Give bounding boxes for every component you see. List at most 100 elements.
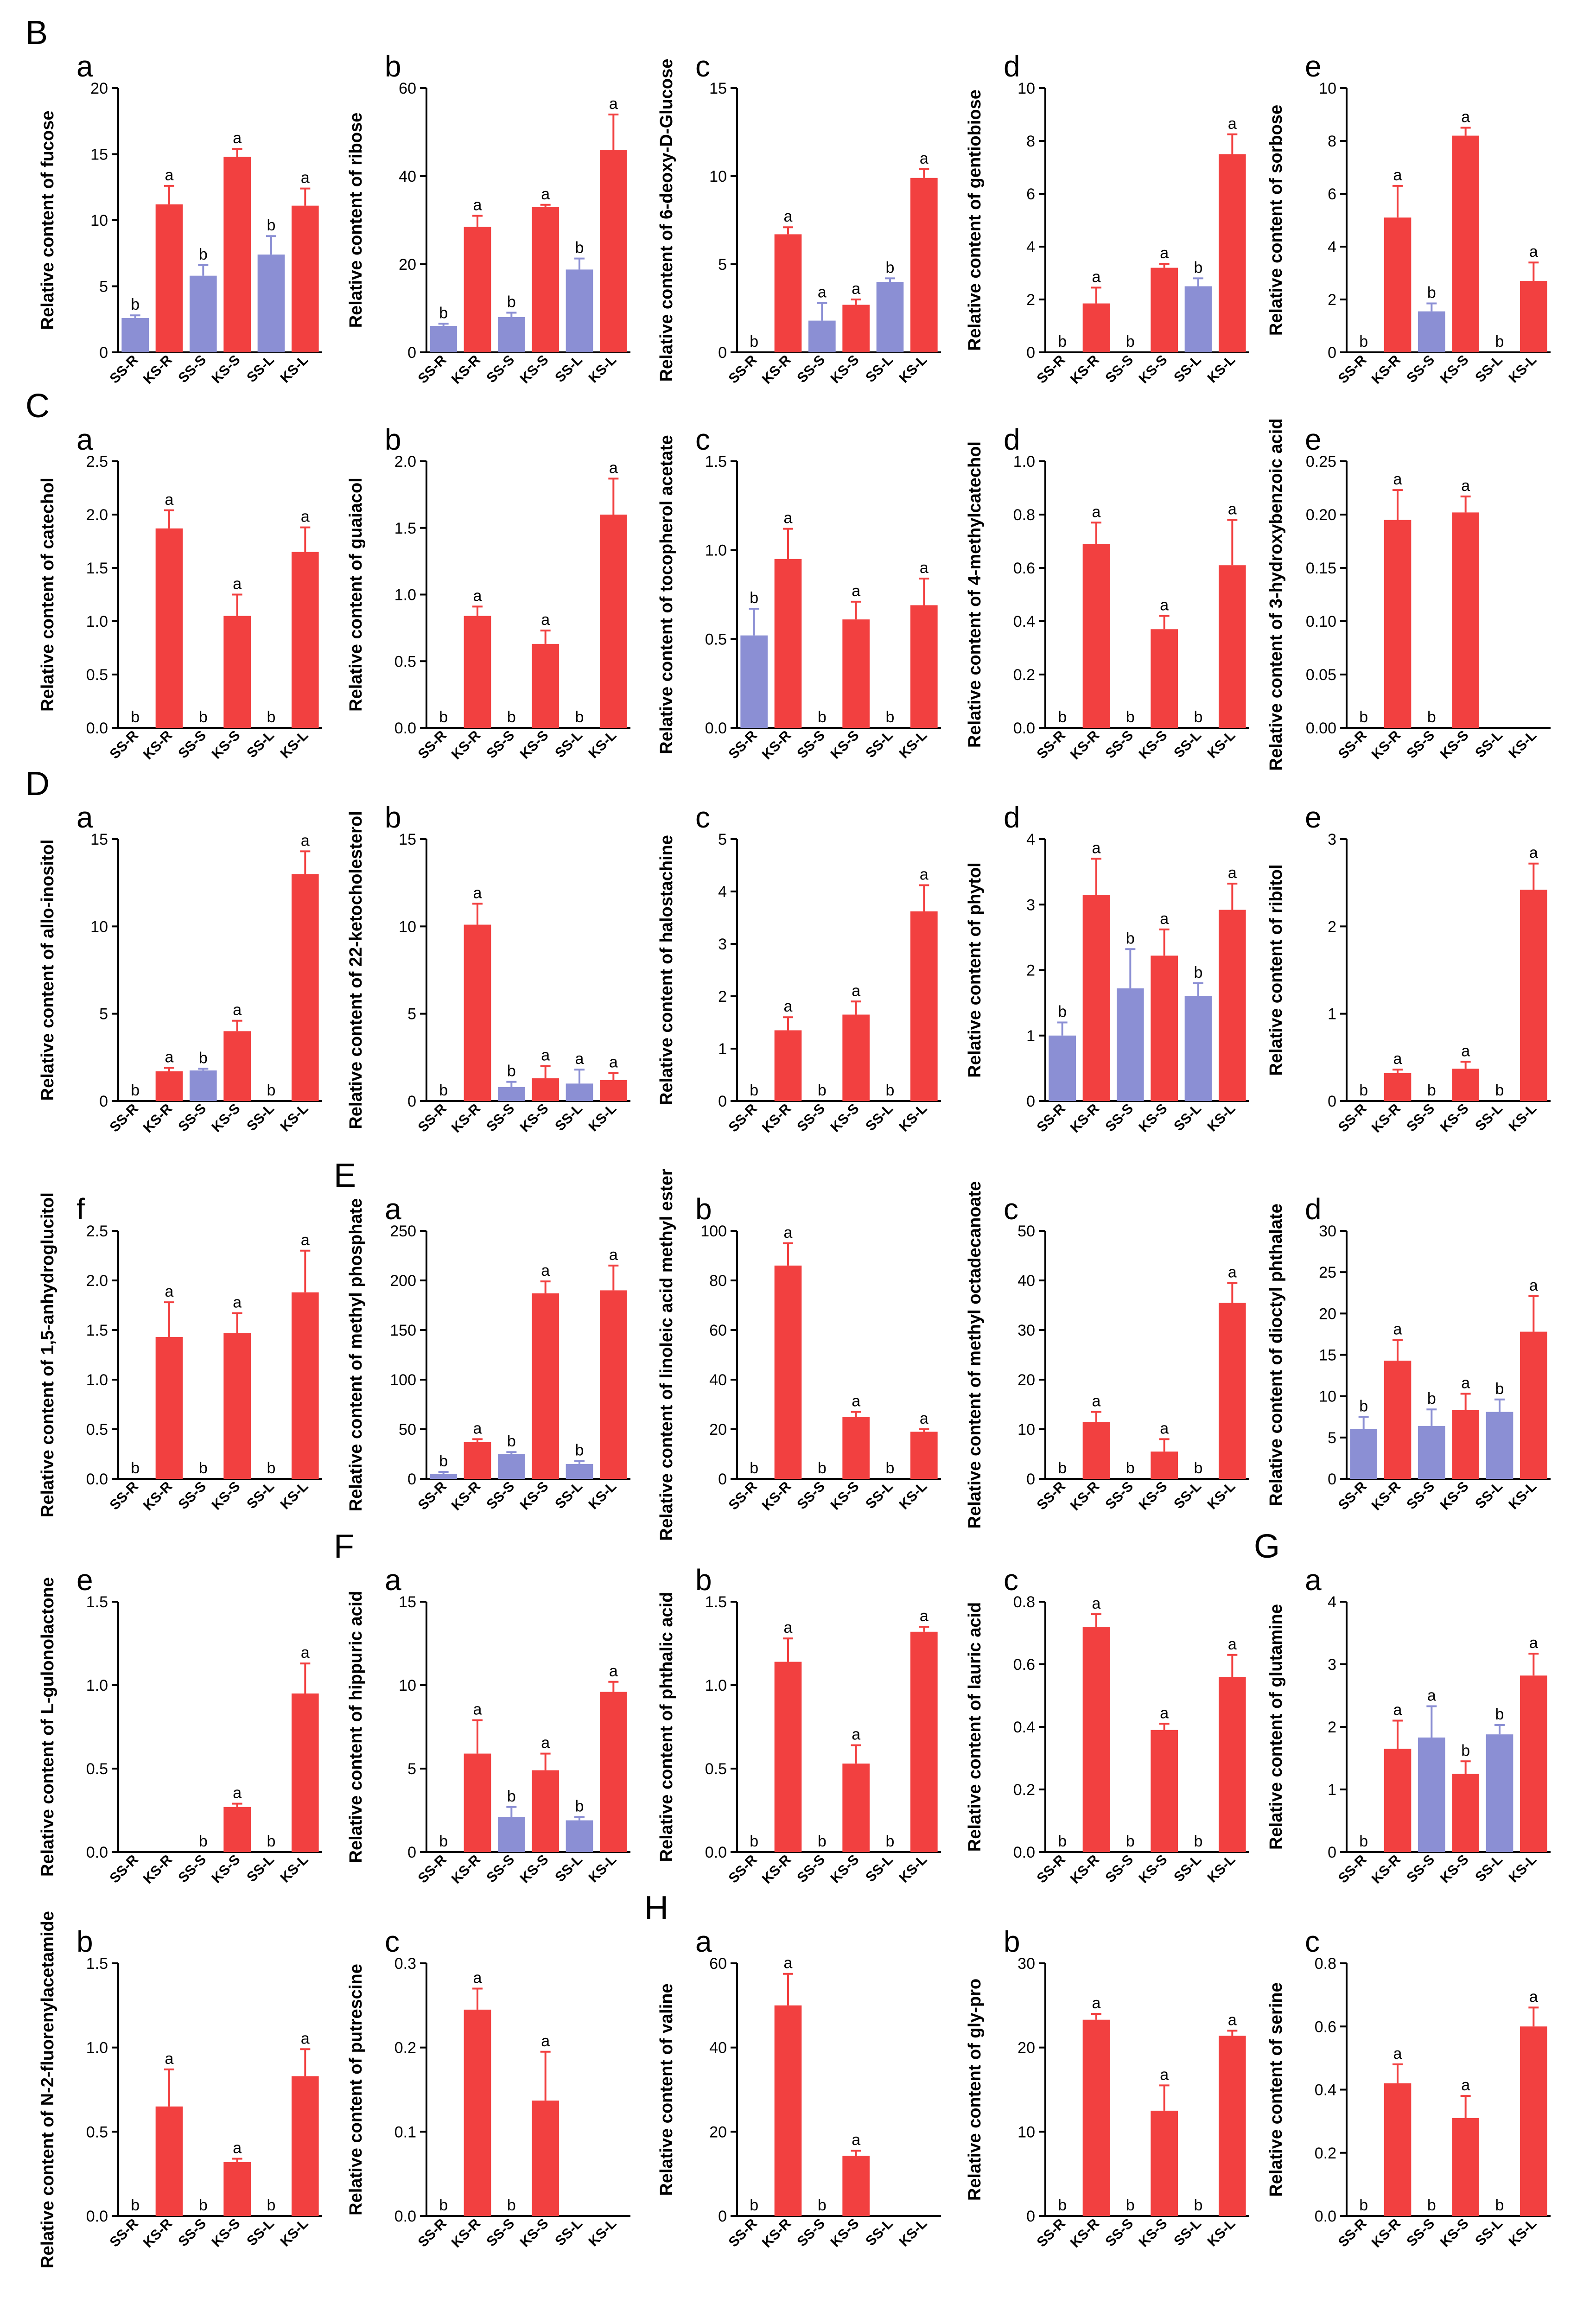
bar xyxy=(876,282,904,352)
bar xyxy=(1452,512,1479,728)
y-tick-label: 0.0 xyxy=(1013,719,1035,737)
significance-label: b xyxy=(818,1833,827,1850)
y-axis-label: Relative content of dioctyl phthalate xyxy=(1266,1203,1286,1506)
y-tick-label: 4 xyxy=(1026,831,1035,848)
panel-letter: c xyxy=(695,423,710,456)
category-label: KS-R xyxy=(759,1852,794,1886)
significance-label: a xyxy=(1160,2066,1169,2083)
significance-label: a xyxy=(1160,1420,1169,1437)
category-label: SS-L xyxy=(552,1852,585,1885)
category-label: KS-S xyxy=(209,2216,243,2250)
category-label: SS-R xyxy=(726,352,760,386)
y-axis-label: Relative content of ribitol xyxy=(1266,864,1286,1076)
category-label: KS-L xyxy=(277,352,311,386)
significance-label: a xyxy=(1160,244,1169,262)
significance-label: a xyxy=(541,1734,550,1752)
bar xyxy=(910,1631,938,1852)
category-label: SS-R xyxy=(1335,1852,1370,1886)
y-axis-label: Relative content of lauric acid xyxy=(965,1602,985,1852)
bar xyxy=(600,1290,627,1479)
bar xyxy=(532,643,559,728)
significance-label: b xyxy=(1427,284,1436,302)
bar xyxy=(774,234,802,352)
y-axis-label: Relative content of allo-inositol xyxy=(38,840,57,1101)
category-label: KS-S xyxy=(828,1479,862,1513)
bar xyxy=(566,1820,593,1852)
y-tick-label: 0 xyxy=(407,1093,416,1110)
significance-label: b xyxy=(886,708,895,726)
category-label: KS-L xyxy=(896,2216,930,2250)
significance-label: b xyxy=(1427,1082,1436,1099)
category-label: KS-R xyxy=(1068,727,1102,762)
significance-label: b xyxy=(1194,1459,1203,1477)
y-tick-label: 3 xyxy=(1328,1656,1336,1674)
significance-label: b xyxy=(439,1833,448,1850)
significance-label: b xyxy=(750,1082,758,1099)
bar xyxy=(464,616,491,728)
significance-label: b xyxy=(1427,1390,1436,1407)
category-label: SS-L xyxy=(1171,1479,1204,1512)
bar xyxy=(600,150,627,352)
y-tick-label: 10 xyxy=(1319,1388,1336,1406)
significance-label: a xyxy=(1092,1595,1101,1612)
category-label: KS-S xyxy=(1136,2216,1170,2250)
panel-letter: e xyxy=(1305,423,1322,456)
y-tick-label: 0.8 xyxy=(1013,1593,1035,1611)
panel-letter: c xyxy=(1305,1925,1320,1958)
category-label: SS-S xyxy=(483,728,517,762)
y-tick-label: 20 xyxy=(709,2123,727,2141)
y-tick-label: 60 xyxy=(709,1322,727,1339)
category-label: KS-L xyxy=(1506,728,1539,762)
bar xyxy=(1151,2110,1178,2216)
bar xyxy=(910,178,938,352)
y-tick-label: 30 xyxy=(1319,1222,1336,1240)
y-tick-label: 40 xyxy=(399,168,416,185)
significance-label: b xyxy=(1194,2196,1203,2214)
category-label: KS-S xyxy=(209,1852,243,1886)
bar xyxy=(808,320,836,352)
bar xyxy=(1452,1410,1479,1479)
category-label: SS-R xyxy=(1034,352,1068,386)
category-label: SS-R xyxy=(415,2216,450,2250)
y-tick-label: 2 xyxy=(1328,1719,1336,1736)
significance-label: b xyxy=(507,293,516,311)
significance-label: a xyxy=(1092,1393,1101,1410)
bar xyxy=(842,2156,870,2216)
bar xyxy=(842,619,870,728)
panel: b 0.0 0.5 1.0 1.5 Relative content of phthali… xyxy=(657,1563,941,1887)
bar xyxy=(1117,988,1144,1101)
y-tick-label: 100 xyxy=(700,1222,727,1240)
bar xyxy=(532,207,559,352)
significance-label: b xyxy=(131,1459,140,1477)
significance-label: b xyxy=(439,1082,448,1099)
category-label: SS-R xyxy=(726,1101,760,1135)
category-label: SS-S xyxy=(175,352,209,386)
significance-label: b xyxy=(1359,1397,1368,1415)
significance-label: b xyxy=(1126,1833,1135,1850)
panel: c 0.0 0.5 1.0 1.5 Relative content of tocophe… xyxy=(657,423,941,763)
panel: Ca 0.0 0.5 1.0 1.5 2.0 2.5 Relative content of … xyxy=(25,388,322,763)
y-tick-label: 40 xyxy=(709,1371,727,1389)
significance-label: b xyxy=(267,2196,276,2214)
bar xyxy=(1219,565,1246,728)
y-tick-label: 0.8 xyxy=(1315,1955,1336,1973)
category-label: KS-L xyxy=(277,728,311,762)
category-label: KS-S xyxy=(517,352,552,387)
bar xyxy=(1520,890,1547,1101)
category-label: KS-R xyxy=(1068,1852,1102,1886)
significance-label: a xyxy=(1461,477,1470,495)
significance-label: b xyxy=(818,2196,827,2214)
bar xyxy=(600,515,627,728)
significance-label: b xyxy=(199,708,208,726)
bar xyxy=(155,2106,183,2216)
significance-label: b xyxy=(1058,1003,1067,1021)
y-tick-label: 4 xyxy=(1026,238,1035,256)
category-label: KS-S xyxy=(1437,2216,1472,2250)
category-label: SS-S xyxy=(1404,1101,1437,1135)
significance-label: a xyxy=(233,1784,242,1802)
significance-label: a xyxy=(852,280,860,298)
category-label: KS-R xyxy=(1068,1101,1102,1135)
significance-label: a xyxy=(852,1726,860,1744)
significance-label: a xyxy=(473,197,482,214)
significance-label: b xyxy=(507,1788,516,1805)
